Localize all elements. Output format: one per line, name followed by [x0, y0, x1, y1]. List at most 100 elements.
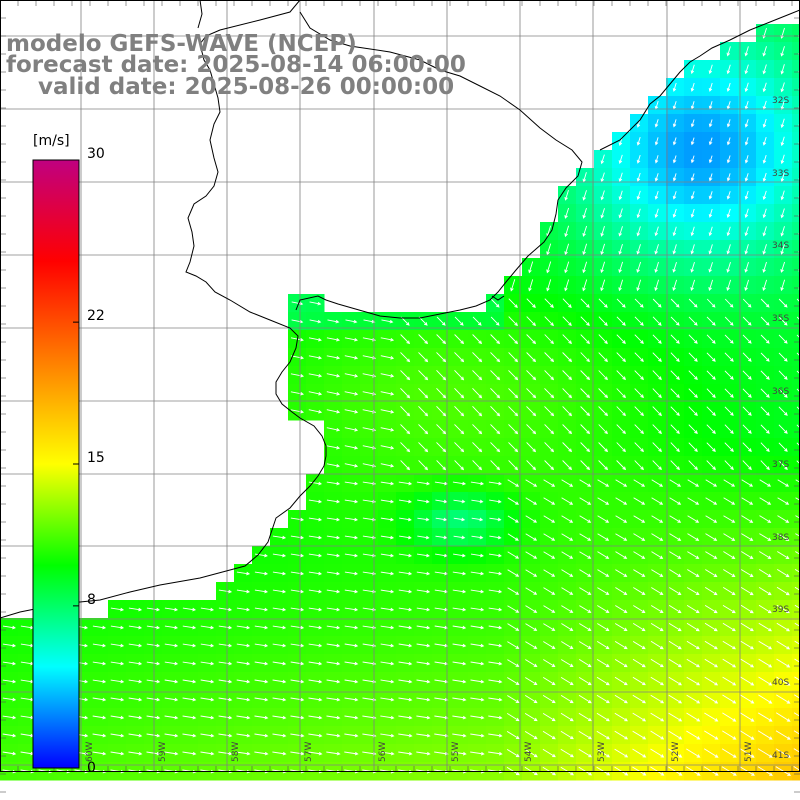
wind-arrow [128, 625, 143, 630]
wind-arrow [92, 643, 106, 648]
wind-arrow [686, 622, 700, 632]
wind-arrow [597, 515, 610, 523]
wind-arrow [561, 623, 574, 632]
wind-arrow [616, 370, 626, 381]
wind-arrow [254, 643, 269, 648]
wind-arrow [669, 587, 682, 595]
wind-arrow [470, 571, 485, 576]
wind-arrow [780, 82, 785, 93]
wind-arrow [200, 661, 215, 666]
wind-arrow [380, 697, 395, 702]
wind-arrow [564, 261, 570, 274]
wind-arrow [344, 535, 359, 540]
wind-arrow [598, 334, 608, 345]
wind-arrow [418, 370, 429, 381]
wind-arrow [254, 625, 269, 630]
wind-arrow [668, 712, 683, 722]
wind-arrow [578, 641, 592, 649]
wind-arrow [690, 173, 695, 182]
wind-arrow [146, 751, 161, 756]
wind-arrow [579, 569, 592, 577]
wind-arrow [759, 479, 772, 487]
wind-arrow [672, 279, 678, 291]
wind-arrow [580, 442, 591, 453]
wind-arrow [744, 46, 749, 57]
wind-arrow [525, 551, 538, 559]
wind-arrow [200, 751, 215, 756]
wind-arrow [760, 460, 770, 471]
wind-arrow [794, 586, 800, 591]
wind-arrow [436, 387, 447, 399]
wind-arrow [525, 569, 538, 577]
wind-arrow [290, 535, 305, 540]
wind-arrow [398, 679, 413, 684]
wind-arrow [507, 497, 520, 505]
wind-arrow [672, 155, 677, 164]
wind-arrow [739, 730, 755, 740]
wind-arrow [236, 751, 251, 756]
wind-arrow [742, 298, 752, 308]
wind-arrow [344, 607, 359, 612]
wind-arrow [777, 479, 790, 487]
wind-arrow [2, 625, 16, 630]
wind-arrow [721, 748, 737, 758]
wind-arrow [636, 172, 641, 182]
wind-arrow [110, 607, 125, 612]
wind-arrow [525, 587, 538, 595]
wind-arrow [218, 643, 233, 648]
wind-arrow [777, 533, 790, 541]
wind-arrow [723, 533, 736, 541]
wind-cell [792, 42, 800, 61]
wind-arrow [507, 479, 520, 487]
wind-arrow [744, 155, 749, 164]
wind-arrow [490, 387, 501, 399]
wind-arrow [582, 261, 588, 274]
wind-arrow [507, 677, 520, 686]
wind-arrow [436, 316, 446, 326]
wind-arrow [92, 715, 107, 720]
wind-arrow [578, 748, 592, 758]
wind-arrow [564, 225, 570, 238]
wind-arrow [668, 694, 683, 704]
wind-arrow [200, 643, 215, 648]
wind-arrow [688, 316, 698, 326]
wind-arrow [92, 697, 107, 702]
wind-arrow [506, 731, 520, 740]
wind-arrow [561, 605, 574, 613]
wind-arrow [706, 406, 716, 416]
wind-arrow [562, 316, 572, 326]
wind-arrow [416, 481, 430, 486]
wind-arrow [633, 551, 646, 559]
wind-arrow [654, 119, 659, 128]
wind-arrow [744, 244, 749, 255]
wind-cell [792, 60, 800, 79]
wind-arrow [290, 517, 305, 522]
wind-arrow [651, 587, 664, 596]
wind-arrow [776, 640, 791, 650]
wind-arrow [363, 319, 376, 324]
wind-arrow [380, 409, 395, 414]
wind-arrow [272, 679, 287, 684]
wind-arrow [580, 316, 590, 326]
wind-cell [792, 132, 800, 151]
wind-arrow [795, 515, 800, 519]
wind-arrow [726, 64, 731, 75]
wind-arrow [758, 569, 772, 578]
wind-arrow [742, 334, 752, 344]
wind-arrow [290, 625, 305, 630]
wind-arrow [636, 136, 641, 146]
wind-arrow [380, 373, 395, 378]
wind-arrow [110, 625, 125, 630]
wind-arrow [418, 460, 429, 471]
wind-arrow [582, 190, 587, 201]
wind-arrow [778, 406, 788, 416]
wind-arrow [507, 569, 520, 577]
wind-arrow [490, 334, 501, 345]
wind-arrow [654, 208, 659, 219]
wind-arrow [128, 607, 143, 612]
wind-arrow [472, 352, 483, 363]
wind-arrow [705, 551, 718, 559]
wind-arrow [490, 424, 501, 435]
wind-arrow [218, 733, 233, 738]
